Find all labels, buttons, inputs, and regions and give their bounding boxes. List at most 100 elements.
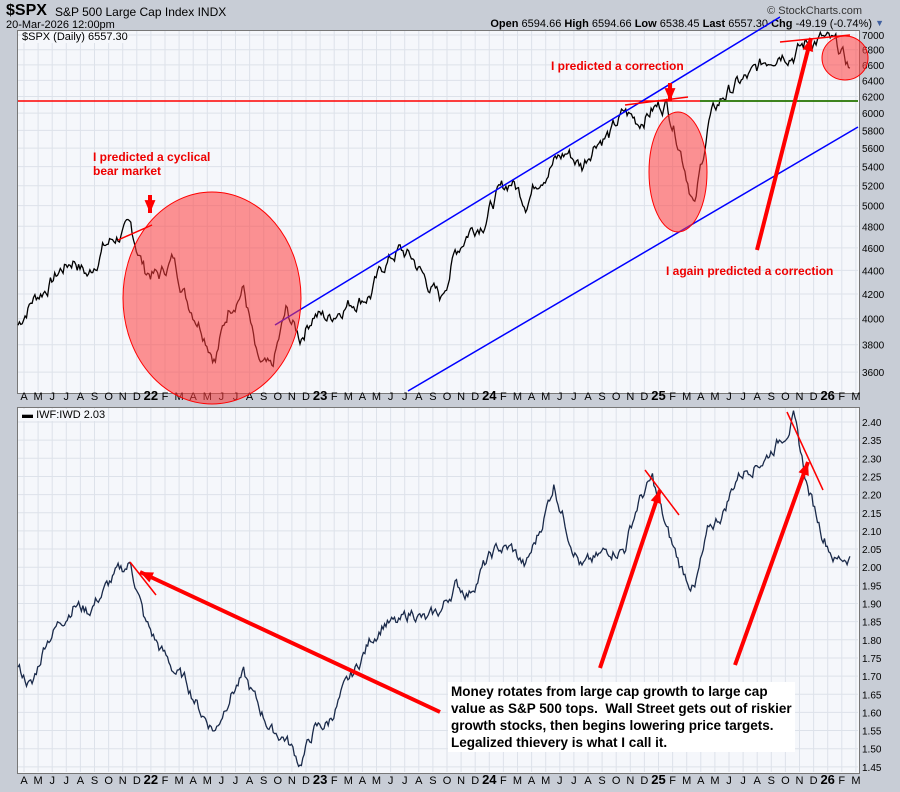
x-tick-label: O xyxy=(443,775,452,787)
y-tick-label: 2.00 xyxy=(862,563,882,574)
x-tick-label: D xyxy=(133,775,141,787)
y-tick-label: 1.90 xyxy=(862,600,882,611)
x-tick-label: M xyxy=(541,775,550,787)
x-tick-label: F xyxy=(669,391,676,403)
x-tick-label: N xyxy=(796,775,804,787)
highlight-circle xyxy=(122,191,302,405)
x-tick-label: 22 xyxy=(144,388,158,403)
dropdown-icon[interactable]: ▼ xyxy=(875,18,884,28)
arrowhead-icon xyxy=(802,38,814,52)
quote-label: Chg xyxy=(771,18,796,30)
x-tick-label: A xyxy=(77,775,85,787)
x-tick-label: 23 xyxy=(313,388,327,403)
x-tick-label: 25 xyxy=(651,772,665,787)
x-tick-label: J xyxy=(64,391,70,403)
x-tick-label: F xyxy=(500,775,507,787)
highlight-circle xyxy=(821,35,869,81)
x-tick-label: M xyxy=(175,775,184,787)
x-tick-label: D xyxy=(810,775,818,787)
x-tick-label: M xyxy=(34,391,43,403)
x-tick-label: J xyxy=(402,391,408,403)
x-tick-label: J xyxy=(726,775,732,787)
y-tick-label: 1.50 xyxy=(862,745,882,756)
x-tick-label: S xyxy=(91,775,98,787)
y-tick-label: 6600 xyxy=(862,61,885,72)
x-tick-label: O xyxy=(274,391,283,403)
x-tick-label: 22 xyxy=(144,772,158,787)
x-tick-label: F xyxy=(838,775,845,787)
x-tick-label: A xyxy=(20,775,28,787)
x-tick-label: J xyxy=(49,391,55,403)
x-tick-label: 25 xyxy=(651,388,665,403)
annotation-again: I again predicted a correction xyxy=(666,264,834,278)
symbol: $SPX xyxy=(6,2,47,19)
trend-line xyxy=(129,561,157,596)
x-tick-label: A xyxy=(77,391,85,403)
x-tick-label: A xyxy=(246,775,254,787)
y-tick-label: 6200 xyxy=(862,93,885,104)
trend-line xyxy=(644,469,680,516)
arrow-icon xyxy=(755,37,813,251)
y-tick-label: 5800 xyxy=(862,126,885,137)
x-tick-label: A xyxy=(190,775,198,787)
y-tick-label: 1.55 xyxy=(862,727,882,738)
arrowhead-icon xyxy=(140,572,154,583)
x-tick-label: M xyxy=(851,391,860,403)
x-tick-label: M xyxy=(372,775,381,787)
arrowhead-icon xyxy=(664,88,676,101)
x-tick-label: M xyxy=(34,775,43,787)
x-tick-label: J xyxy=(219,775,225,787)
x-tick-label: F xyxy=(331,775,338,787)
x-tick-label: J xyxy=(49,775,55,787)
y-tick-label: 5600 xyxy=(862,144,885,155)
x-tick-label: D xyxy=(640,775,648,787)
x-tick-label: O xyxy=(104,391,113,403)
x-tick-label: O xyxy=(443,391,452,403)
x-tick-label: J xyxy=(726,391,732,403)
x-tick-label: S xyxy=(768,391,775,403)
quote-value: 6557.30 xyxy=(728,18,772,30)
x-tick-label: J xyxy=(571,775,577,787)
y-tick-label: 2.35 xyxy=(862,436,882,447)
x-tick-label: F xyxy=(331,391,338,403)
x-tick-label: 23 xyxy=(313,772,327,787)
x-tick-label: 26 xyxy=(820,388,834,403)
x-tick-label: F xyxy=(162,775,169,787)
x-tick-label: J xyxy=(388,775,394,787)
x-tick-label: M xyxy=(344,775,353,787)
trend-line xyxy=(779,34,851,43)
x-tick-label: D xyxy=(302,775,310,787)
x-tick-label: O xyxy=(781,391,790,403)
x-tick-label: M xyxy=(344,391,353,403)
x-tick-label: D xyxy=(302,391,310,403)
x-tick-label: J xyxy=(740,775,746,787)
x-tick-label: A xyxy=(415,775,423,787)
arrow-icon xyxy=(733,461,810,666)
y-tick-label: 2.10 xyxy=(862,527,882,538)
x-tick-label: N xyxy=(796,391,804,403)
x-tick-label: F xyxy=(500,391,507,403)
x-tick-label: J xyxy=(571,391,577,403)
y-tick-label: 1.85 xyxy=(862,618,882,629)
x-tick-label: M xyxy=(541,391,550,403)
x-tick-label: N xyxy=(288,391,296,403)
x-tick-label: J xyxy=(557,391,563,403)
x-tick-label: A xyxy=(415,391,423,403)
x-tick-label: S xyxy=(598,775,605,787)
y-tick-label: 1.65 xyxy=(862,690,882,701)
x-tick-label: F xyxy=(838,391,845,403)
x-tick-label: S xyxy=(768,775,775,787)
y-tick-label: 2.40 xyxy=(862,418,882,429)
x-tick-label: A xyxy=(697,391,705,403)
y-tick-label: 5400 xyxy=(862,163,885,174)
x-tick-label: D xyxy=(471,391,479,403)
x-tick-label: J xyxy=(64,775,70,787)
exchange: INDX xyxy=(197,5,227,19)
x-tick-label: S xyxy=(91,391,98,403)
x-tick-label: M xyxy=(710,391,719,403)
x-tick-label: N xyxy=(457,391,465,403)
x-tick-label: M xyxy=(513,391,522,403)
x-tick-label: N xyxy=(626,775,634,787)
highlight-circle xyxy=(648,111,708,233)
arrowhead-icon xyxy=(798,462,809,476)
